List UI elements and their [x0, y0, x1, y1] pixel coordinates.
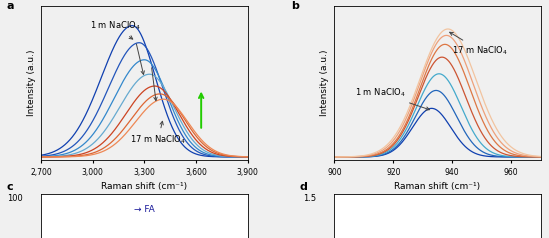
X-axis label: Raman shift (cm⁻¹): Raman shift (cm⁻¹) — [395, 183, 480, 191]
Y-axis label: Intensity (a.u.): Intensity (a.u.) — [320, 50, 329, 116]
Text: → FA: → FA — [134, 205, 155, 214]
Text: 17 m NaClO$_4$: 17 m NaClO$_4$ — [130, 121, 186, 146]
Text: c: c — [6, 182, 13, 192]
Text: 1 m NaClO$_4$: 1 m NaClO$_4$ — [90, 20, 141, 39]
Text: b: b — [291, 1, 299, 11]
Text: a: a — [6, 1, 14, 11]
Text: 1.5: 1.5 — [302, 194, 316, 203]
Text: d: d — [299, 182, 307, 192]
Text: 17 m NaClO$_4$: 17 m NaClO$_4$ — [450, 32, 508, 57]
X-axis label: Raman shift (cm⁻¹): Raman shift (cm⁻¹) — [102, 183, 187, 191]
Text: 100: 100 — [7, 194, 23, 203]
Y-axis label: Intensity (a.u.): Intensity (a.u.) — [26, 50, 36, 116]
Text: 1 m NaClO$_4$: 1 m NaClO$_4$ — [355, 87, 429, 110]
